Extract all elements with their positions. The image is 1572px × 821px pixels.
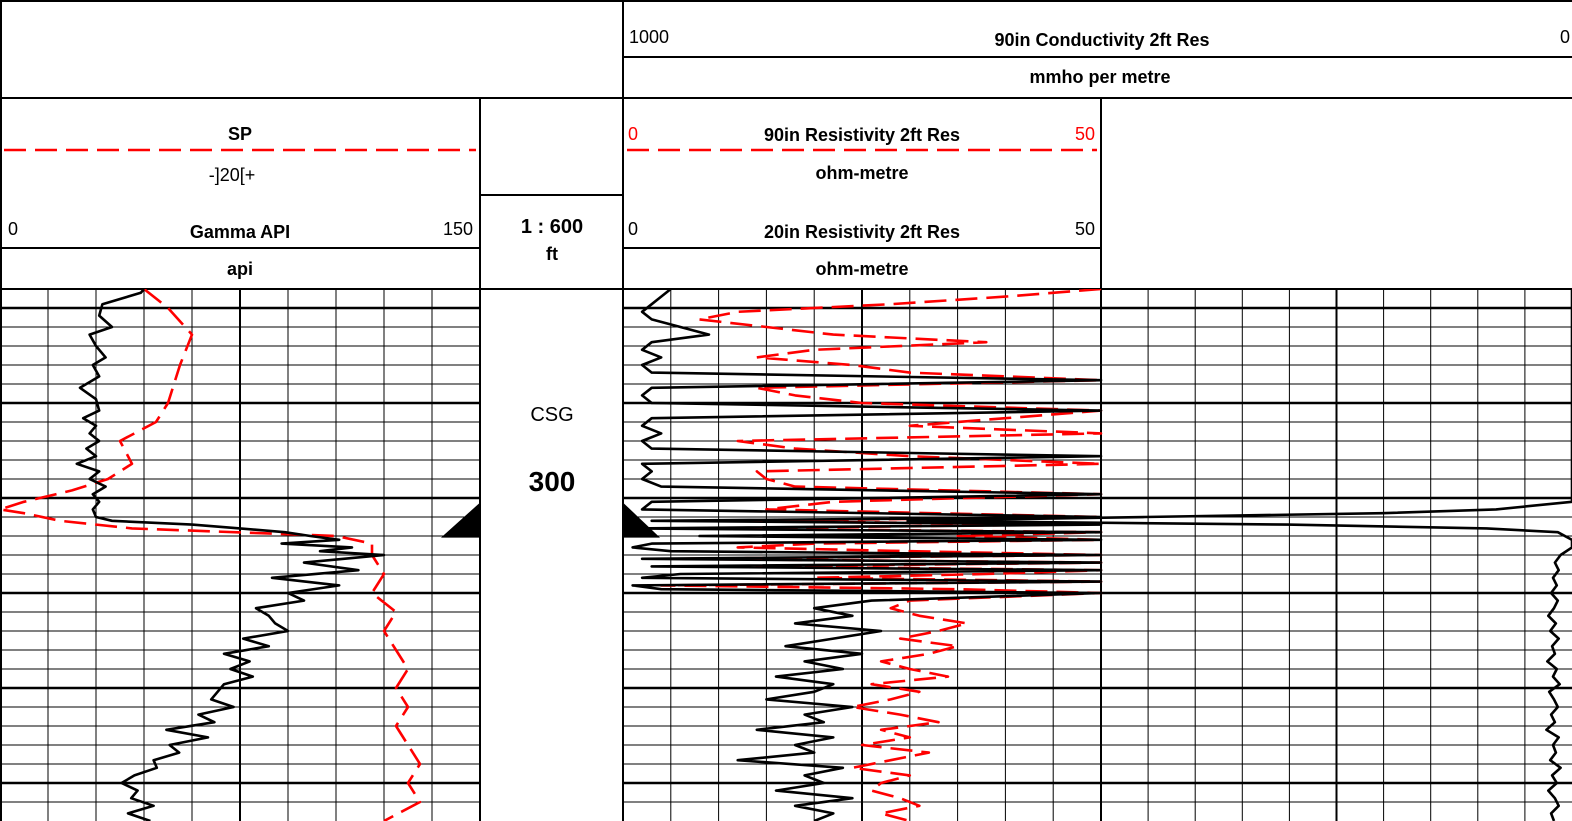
conductivity-scale-left: 1000 (629, 27, 669, 47)
conductivity-scale-right: 0 (1560, 27, 1570, 47)
log-curves (0, 289, 1572, 821)
curve-gamma-api (75, 289, 386, 821)
conductivity-unit: mmho per metre (1029, 67, 1170, 87)
grid-lines (0, 289, 1572, 821)
res20-scale-left: 0 (628, 219, 638, 239)
res90-unit: ohm-metre (815, 163, 908, 183)
curve-20in-resistivity-2ft-res (631, 289, 1103, 821)
casing-markers (441, 502, 660, 538)
curve-90in-conductivity-2ft-res (906, 289, 1572, 821)
depth-label-300: 300 (529, 466, 576, 497)
res20-scale-right: 50 (1075, 219, 1095, 239)
res20-title: 20in Resistivity 2ft Res (764, 222, 960, 242)
depth-track-text: CSG 300 (529, 404, 576, 497)
depth-scale-ratio: 1 : 600 (521, 216, 583, 238)
conductivity-title: 90in Conductivity 2ft Res (994, 30, 1209, 50)
header-text: 1000 90in Conductivity 2ft Res 0 mmho pe… (8, 27, 1570, 279)
res20-unit: ohm-metre (815, 259, 908, 279)
depth-scale-unit: ft (546, 244, 558, 264)
curve-sp (0, 289, 422, 821)
res90-title: 90in Resistivity 2ft Res (764, 125, 960, 145)
casing-label: CSG (530, 404, 573, 426)
casing-shoe-marker-left (441, 502, 480, 538)
gamma-unit: api (227, 259, 253, 279)
sp-title: SP (228, 124, 252, 144)
res90-scale-left: 0 (628, 124, 638, 144)
gamma-scale-left: 0 (8, 219, 18, 239)
sp-scale: -]20[+ (209, 165, 256, 185)
gamma-title: Gamma API (190, 222, 290, 242)
gamma-scale-right: 150 (443, 219, 473, 239)
casing-shoe-marker-right (623, 502, 660, 538)
res90-scale-right: 50 (1075, 124, 1095, 144)
